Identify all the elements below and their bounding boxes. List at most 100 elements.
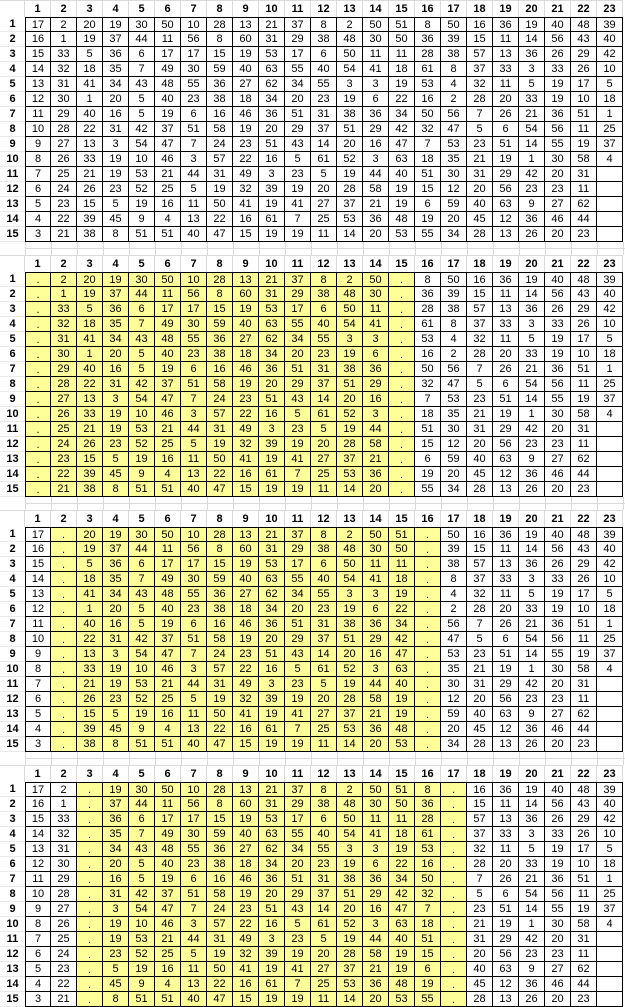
cell[interactable]: 53 bbox=[129, 677, 155, 692]
cell[interactable]: 21 bbox=[363, 197, 389, 212]
cell[interactable]: 19 bbox=[285, 182, 311, 197]
cell[interactable]: 19 bbox=[103, 932, 129, 947]
cell[interactable]: 16 bbox=[233, 467, 259, 482]
masked-cell[interactable]: . bbox=[77, 857, 103, 872]
masked-cell[interactable]: . bbox=[389, 437, 415, 452]
column-header[interactable]: 19 bbox=[493, 1, 519, 17]
cell[interactable]: 30 bbox=[181, 317, 207, 332]
cell[interactable]: 40 bbox=[597, 542, 623, 557]
cell[interactable]: 33 bbox=[77, 662, 103, 677]
cell[interactable]: 14 bbox=[311, 137, 337, 152]
cell[interactable]: 53 bbox=[441, 392, 467, 407]
cell[interactable]: 15 bbox=[467, 797, 493, 812]
column-header[interactable]: 23 bbox=[597, 511, 623, 527]
cell[interactable]: 37 bbox=[311, 122, 337, 137]
cell[interactable]: 36 bbox=[207, 587, 233, 602]
cell[interactable]: 58 bbox=[207, 887, 233, 902]
masked-cell[interactable]: . bbox=[415, 587, 441, 602]
cell[interactable]: 22 bbox=[51, 467, 77, 482]
cell[interactable]: 28 bbox=[467, 857, 493, 872]
cell[interactable]: 19 bbox=[259, 197, 285, 212]
cell[interactable]: 33 bbox=[493, 827, 519, 842]
cell[interactable]: 45 bbox=[467, 212, 493, 227]
row-header[interactable]: 11 bbox=[0, 677, 25, 692]
cell[interactable]: 26 bbox=[545, 557, 571, 572]
cell[interactable]: 9 bbox=[519, 962, 545, 977]
cell[interactable]: 49 bbox=[233, 167, 259, 182]
cell[interactable]: 34 bbox=[103, 587, 129, 602]
cell[interactable]: 24 bbox=[207, 137, 233, 152]
cell[interactable]: 21 bbox=[51, 992, 77, 1007]
masked-cell[interactable]: . bbox=[77, 872, 103, 887]
cell[interactable]: 61 bbox=[415, 317, 441, 332]
cell[interactable]: 16 bbox=[155, 962, 181, 977]
cell[interactable]: 51 bbox=[285, 107, 311, 122]
cell[interactable]: 11 bbox=[311, 992, 337, 1007]
cell[interactable]: 35 bbox=[103, 62, 129, 77]
row-header[interactable]: 13 bbox=[0, 962, 25, 977]
cell[interactable]: 23 bbox=[571, 992, 597, 1007]
cell[interactable]: 6 bbox=[363, 857, 389, 872]
cell[interactable]: 36 bbox=[493, 782, 519, 797]
column-header[interactable]: 13 bbox=[337, 256, 363, 272]
cell[interactable]: 20 bbox=[545, 932, 571, 947]
cell[interactable]: 11 bbox=[25, 617, 51, 632]
cell[interactable]: 28 bbox=[415, 47, 441, 62]
masked-cell[interactable]: . bbox=[77, 887, 103, 902]
cell[interactable]: 37 bbox=[155, 632, 181, 647]
cell[interactable]: 47 bbox=[389, 902, 415, 917]
cell[interactable]: 56 bbox=[441, 107, 467, 122]
cell[interactable]: 7 bbox=[415, 902, 441, 917]
cell[interactable]: 5 bbox=[597, 587, 623, 602]
cell[interactable]: 13 bbox=[493, 482, 519, 497]
cell[interactable]: 8 bbox=[25, 662, 51, 677]
cell[interactable]: 29 bbox=[363, 632, 389, 647]
cell[interactable]: 29 bbox=[51, 872, 77, 887]
cell[interactable]: 20 bbox=[103, 347, 129, 362]
cell[interactable] bbox=[597, 167, 623, 182]
cell[interactable]: 19 bbox=[389, 197, 415, 212]
cell[interactable]: 42 bbox=[597, 557, 623, 572]
cell[interactable]: 11 bbox=[571, 122, 597, 137]
cell[interactable]: 55 bbox=[415, 992, 441, 1007]
cell[interactable]: 27 bbox=[311, 707, 337, 722]
cell[interactable]: 37 bbox=[311, 377, 337, 392]
cell[interactable]: 36 bbox=[493, 272, 519, 287]
cell[interactable]: 20 bbox=[545, 992, 571, 1007]
cell[interactable]: 42 bbox=[129, 122, 155, 137]
column-header[interactable]: 2 bbox=[51, 766, 77, 782]
cell[interactable]: 27 bbox=[233, 842, 259, 857]
cell[interactable]: 3 bbox=[519, 827, 545, 842]
cell[interactable]: 38 bbox=[207, 857, 233, 872]
cell[interactable]: 37 bbox=[285, 272, 311, 287]
cell[interactable]: 58 bbox=[571, 152, 597, 167]
cell[interactable]: 38 bbox=[311, 32, 337, 47]
cell[interactable]: 25 bbox=[155, 437, 181, 452]
cell[interactable]: 44 bbox=[181, 167, 207, 182]
cell[interactable]: 4 bbox=[441, 587, 467, 602]
cell[interactable]: 19 bbox=[103, 782, 129, 797]
masked-cell[interactable]: . bbox=[389, 482, 415, 497]
cell[interactable]: 17 bbox=[285, 812, 311, 827]
cell[interactable]: 16 bbox=[233, 977, 259, 992]
column-header[interactable]: 9 bbox=[233, 256, 259, 272]
cell[interactable]: 26 bbox=[77, 437, 103, 452]
cell[interactable] bbox=[597, 482, 623, 497]
cell[interactable]: 30 bbox=[129, 527, 155, 542]
cell[interactable]: 47 bbox=[441, 122, 467, 137]
cell[interactable]: 7 bbox=[181, 902, 207, 917]
cell[interactable]: 55 bbox=[545, 902, 571, 917]
cell[interactable]: 47 bbox=[389, 647, 415, 662]
cell[interactable]: 27 bbox=[233, 332, 259, 347]
cell[interactable]: 10 bbox=[597, 572, 623, 587]
masked-cell[interactable]: . bbox=[77, 842, 103, 857]
cell[interactable]: 16 bbox=[363, 902, 389, 917]
cell[interactable]: 19 bbox=[389, 692, 415, 707]
cell[interactable]: 6 bbox=[129, 812, 155, 827]
cell[interactable]: 52 bbox=[337, 662, 363, 677]
cell[interactable]: 19 bbox=[571, 137, 597, 152]
cell[interactable]: 37 bbox=[467, 827, 493, 842]
cell[interactable]: 5 bbox=[103, 197, 129, 212]
cell[interactable]: 42 bbox=[519, 422, 545, 437]
cell[interactable]: 5 bbox=[129, 872, 155, 887]
